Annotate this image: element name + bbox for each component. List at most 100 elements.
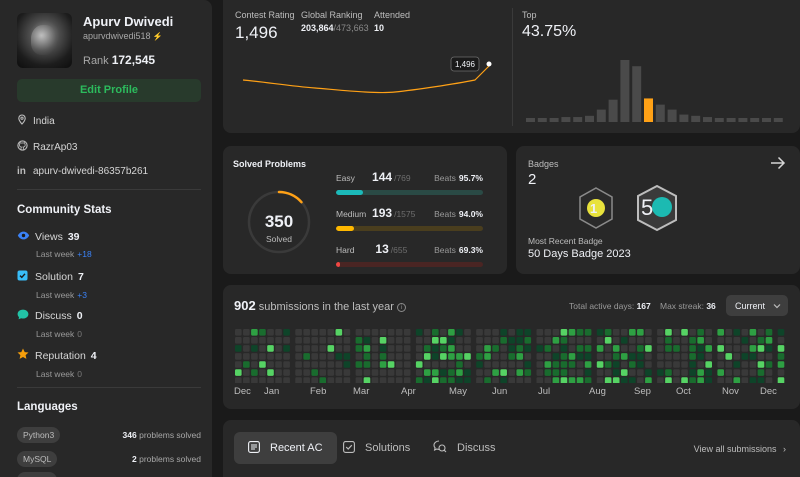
heatmap-cell[interactable] [267,369,274,376]
heatmap-cell[interactable] [516,337,524,344]
heatmap-cell[interactable] [395,345,403,352]
heatmap-cell[interactable] [319,329,327,336]
heatmap-cell[interactable] [335,361,343,368]
heatmap-cell[interactable] [371,369,379,376]
heatmap-cell[interactable] [508,345,515,352]
heatmap-cell[interactable] [259,329,266,336]
heatmap-cell[interactable] [319,377,327,383]
heatmap-cell[interactable] [423,361,431,368]
heatmap-cell[interactable] [235,329,242,336]
language-tag[interactable]: Python3 [17,427,61,443]
heatmap-cell[interactable] [508,377,515,383]
heatmap-cell[interactable] [387,369,395,376]
heatmap-cell[interactable] [295,369,302,376]
heatmap-cell[interactable] [560,345,568,352]
rating-point[interactable] [486,61,492,67]
heatmap-cell[interactable] [311,329,318,336]
heatmap-cell[interactable] [576,329,584,336]
heatmap-cell[interactable] [725,353,733,360]
heatmap-cell[interactable] [536,345,544,352]
heatmap-cell[interactable] [637,353,644,360]
heatmap-cell[interactable] [303,345,310,352]
heatmap-cell[interactable] [673,361,680,368]
heatmap-cell[interactable] [259,361,266,368]
heatmap-cell[interactable] [492,369,499,376]
heatmap-cell[interactable] [524,377,532,383]
heatmap-cell[interactable] [657,377,664,383]
heatmap-cell[interactable] [568,345,576,352]
heatmap-cell[interactable] [757,377,765,383]
heatmap-cell[interactable] [629,353,636,360]
heatmap-cell[interactable] [657,369,664,376]
heatmap-cell[interactable] [432,361,439,368]
heatmap-cell[interactable] [464,345,471,352]
heatmap-cell[interactable] [355,345,363,352]
heatmap-cell[interactable] [484,353,491,360]
heatmap-cell[interactable] [327,345,335,352]
heatmap-cell[interactable] [777,345,785,352]
heatmap-cell[interactable] [243,337,250,344]
heatmap-cell[interactable] [612,377,620,383]
heatmap-cell[interactable] [283,377,290,383]
heatmap-cell[interactable] [275,337,282,344]
heatmap-cell[interactable] [395,353,403,360]
heatmap-cell[interactable] [492,377,499,383]
heatmap-cell[interactable] [637,361,644,368]
heatmap-cell[interactable] [697,361,704,368]
heatmap-cell[interactable] [552,337,560,344]
heatmap-cell[interactable] [596,329,604,336]
heatmap-cell[interactable] [423,337,431,344]
heatmap-cell[interactable] [697,377,704,383]
heatmap-cell[interactable] [560,329,568,336]
heatmap-cell[interactable] [500,345,507,352]
heatmap-cell[interactable] [665,337,672,344]
heatmap-cell[interactable] [319,337,327,344]
heatmap-cell[interactable] [395,337,403,344]
heatmap-cell[interactable] [620,345,628,352]
heatmap-cell[interactable] [657,353,664,360]
heatmap-cell[interactable] [259,345,266,352]
heatmap-cell[interactable] [387,377,395,383]
heatmap-cell[interactable] [327,377,335,383]
heatmap-cell[interactable] [379,377,387,383]
github-text[interactable]: RazrAp03 [33,141,78,153]
heatmap-cell[interactable] [283,345,290,352]
heatmap-cell[interactable] [568,329,576,336]
heatmap-cell[interactable] [395,329,403,336]
heatmap-cell[interactable] [612,369,620,376]
heatmap-cell[interactable] [335,329,343,336]
heatmap-cell[interactable] [432,337,439,344]
heatmap-cell[interactable] [552,329,560,336]
heatmap-cell[interactable] [259,337,266,344]
heatmap-cell[interactable] [749,353,757,360]
heatmap-cell[interactable] [757,337,765,344]
heatmap-cell[interactable] [259,369,266,376]
heatmap-cell[interactable] [576,353,584,360]
heatmap-cell[interactable] [311,337,318,344]
heatmap-cell[interactable] [697,345,704,352]
heatmap-cell[interactable] [423,353,431,360]
heatmap-cell[interactable] [319,345,327,352]
heatmap-cell[interactable] [697,329,704,336]
heatmap-cell[interactable] [335,345,343,352]
heatmap-cell[interactable] [448,369,455,376]
heatmap-cell[interactable] [355,377,363,383]
heatmap-cell[interactable] [705,337,712,344]
heatmap-cell[interactable] [403,345,411,352]
heatmap-cell[interactable] [251,329,258,336]
heatmap-cell[interactable] [492,337,499,344]
heatmap-cell[interactable] [267,329,274,336]
heatmap-cell[interactable] [432,345,439,352]
heatmap-cell[interactable] [681,361,688,368]
heatmap-cell[interactable] [275,369,282,376]
heatmap-cell[interactable] [363,353,371,360]
heatmap-cell[interactable] [665,353,672,360]
heatmap-cell[interactable] [355,369,363,376]
heatmap-cell[interactable] [476,345,483,352]
heatmap-cell[interactable] [596,353,604,360]
heatmap-cell[interactable] [415,353,423,360]
heatmap-cell[interactable] [311,377,318,383]
heatmap-cell[interactable] [733,345,741,352]
heatmap-cell[interactable] [584,329,592,336]
heatmap-cell[interactable] [596,361,604,368]
